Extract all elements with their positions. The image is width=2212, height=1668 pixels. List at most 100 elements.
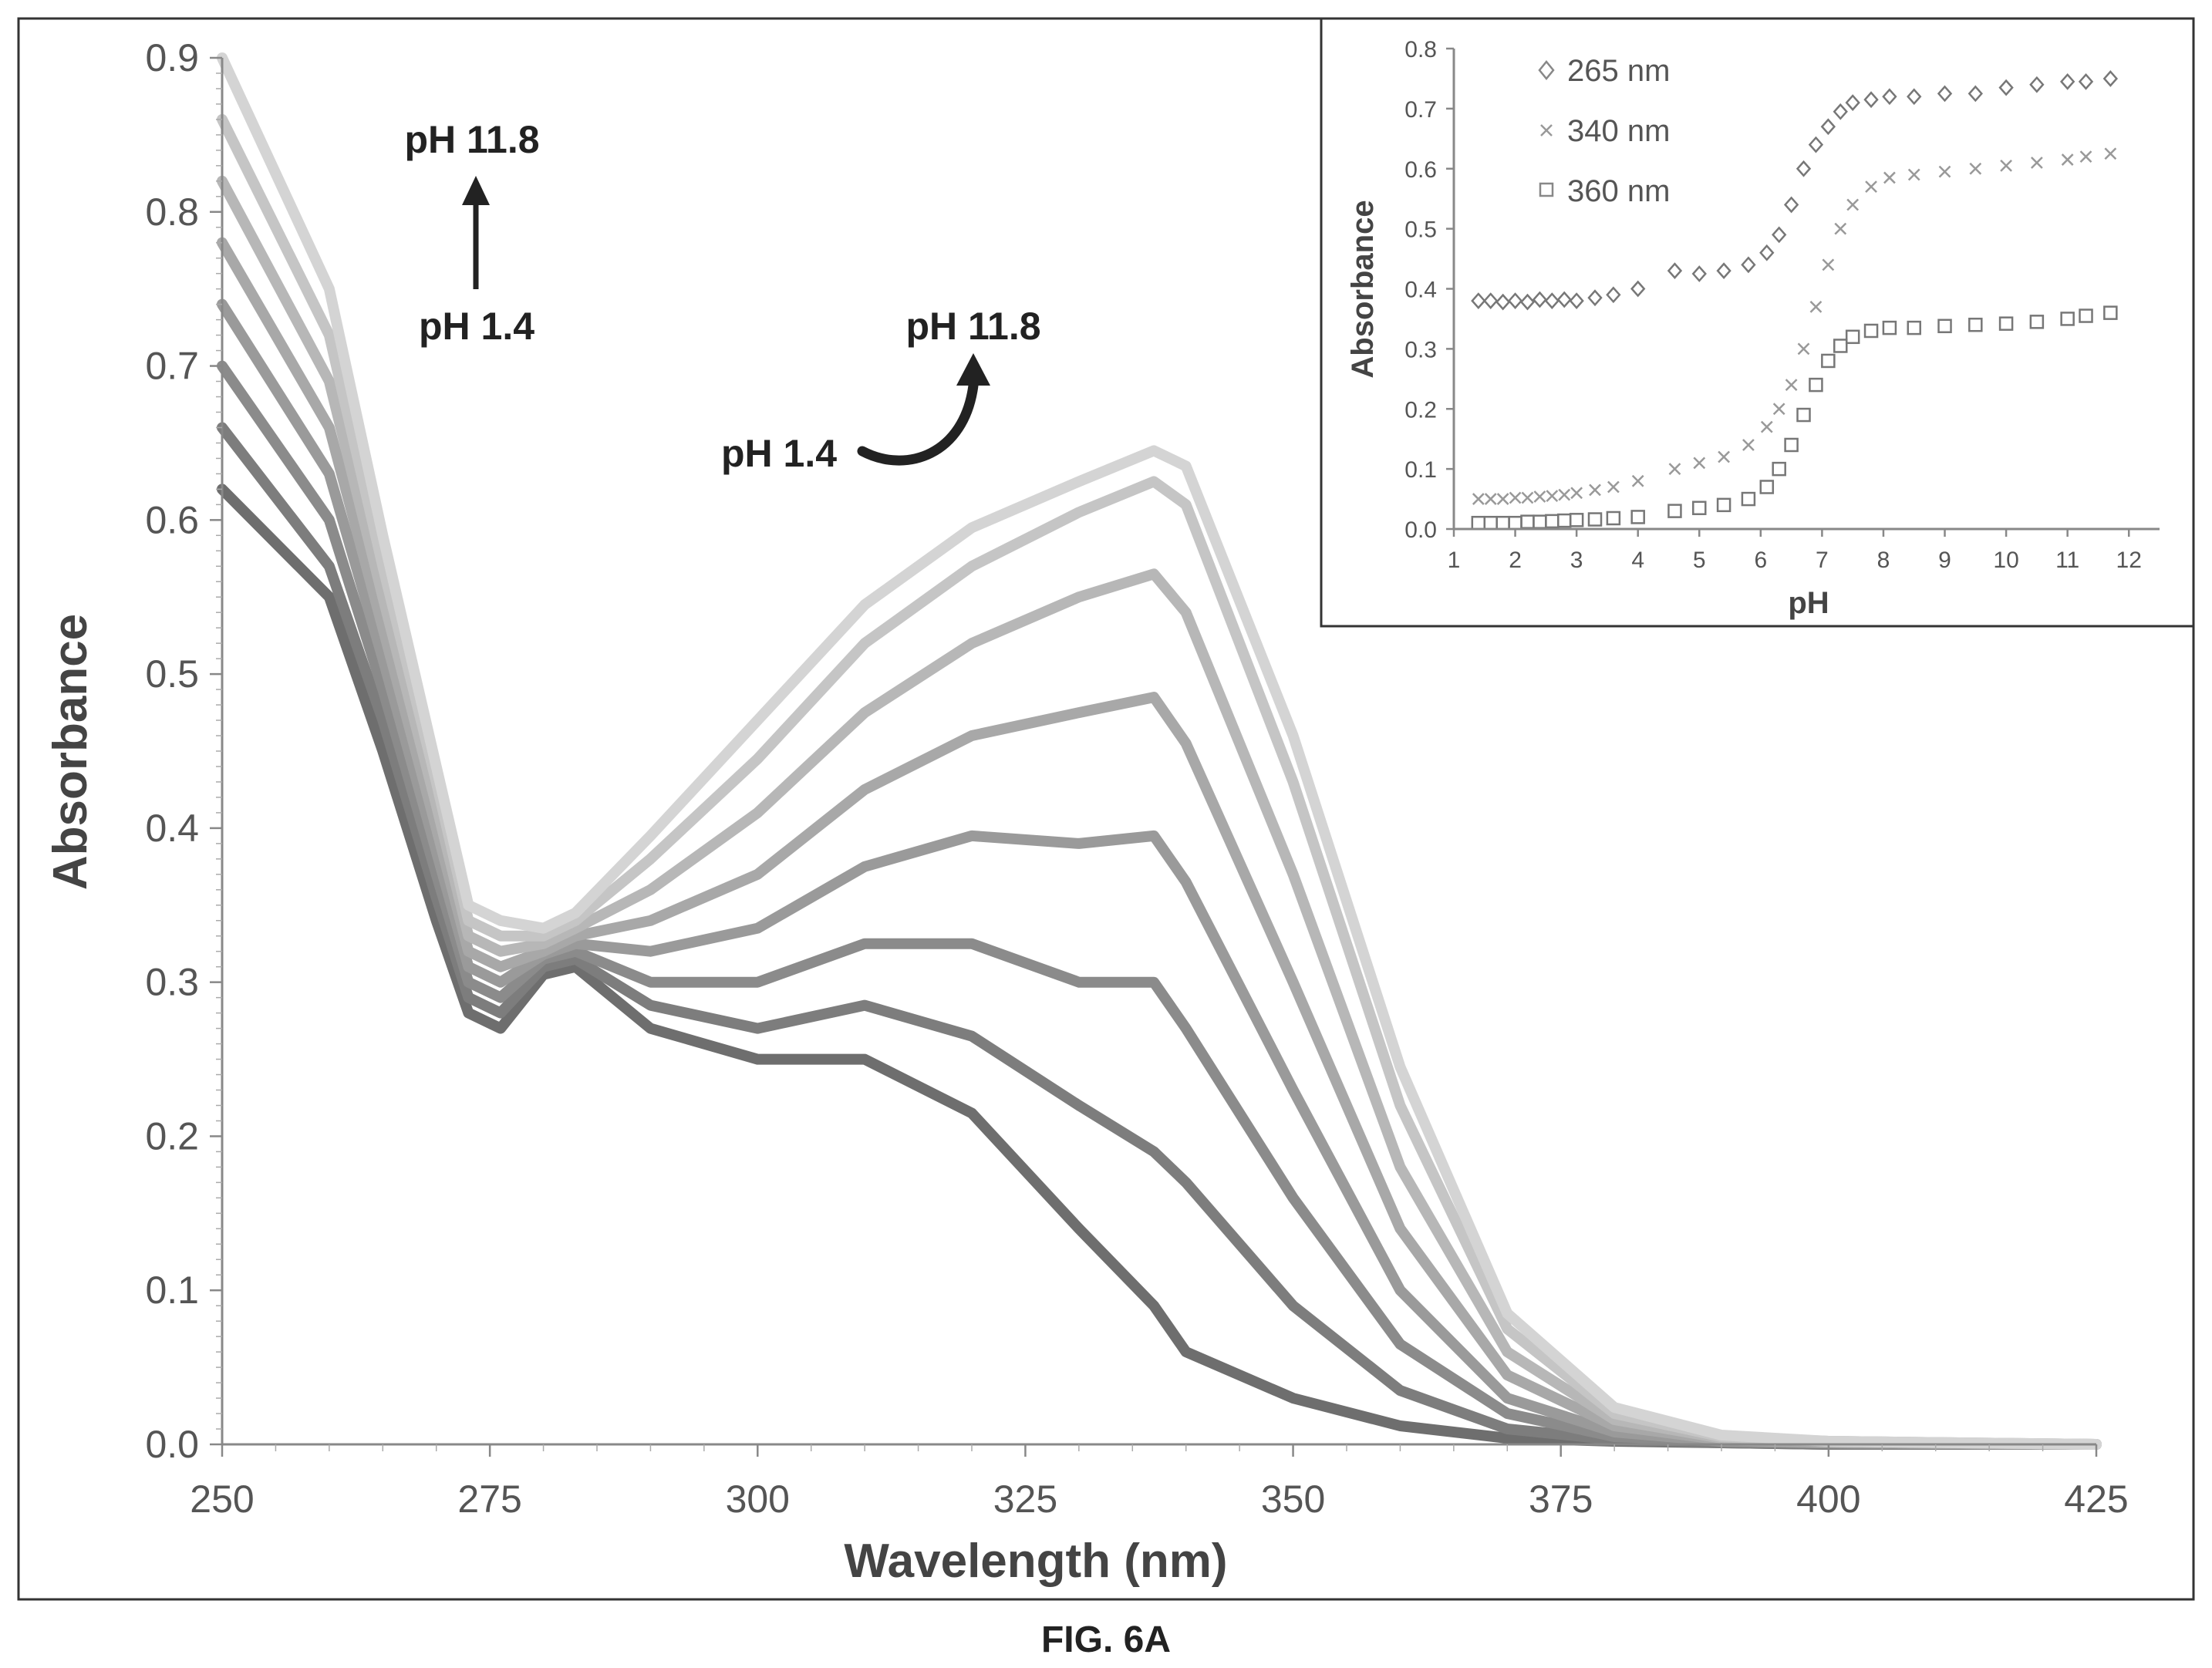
point-360 — [1716, 497, 1731, 513]
point-265 — [2078, 72, 2094, 90]
point-265 — [1783, 196, 1799, 214]
point-265 — [1471, 292, 1486, 309]
point-360 — [1741, 491, 1756, 507]
legend-label-265: 265 nm — [1567, 54, 1670, 88]
inset-x-tick-label: 1 — [1448, 548, 1461, 573]
inset-x-tick-label: 12 — [2116, 548, 2142, 573]
point-340 — [2104, 147, 2117, 160]
point-360 — [1569, 513, 1584, 527]
y-tick-label: 0.8 — [145, 190, 199, 234]
x-tick-label: 400 — [1796, 1478, 1860, 1521]
point-340 — [1846, 198, 1860, 211]
point-340 — [1693, 457, 1706, 470]
inset-x-axis-title: pH — [1788, 586, 1829, 620]
inset-x-tick-label: 8 — [1877, 548, 1890, 573]
y-tick-label: 0.4 — [145, 807, 199, 850]
point-360 — [1759, 480, 1775, 494]
main-curves — [217, 52, 2102, 1450]
point-360 — [1937, 318, 1952, 334]
point-340 — [1907, 168, 1920, 181]
legend-entry-340: 340 nm — [1540, 114, 1670, 148]
inset-chart: 1 2 3 4 5 6 7 8 9 10 11 120.00.10.20.30.40.50.60.70… — [1320, 17, 2195, 628]
point-360 — [2079, 308, 2093, 323]
legend-label-340: 340 nm — [1567, 114, 1670, 148]
point-360 — [2103, 305, 2118, 320]
x-tick-label: 300 — [726, 1478, 790, 1521]
inset-y-tick-label: 0.2 — [1404, 397, 1437, 423]
point-360 — [1833, 339, 1848, 353]
point-265 — [1532, 291, 1548, 308]
point-340 — [1772, 403, 1785, 416]
inset-x-tick-label: 3 — [1570, 548, 1583, 573]
point-265 — [1507, 292, 1523, 309]
point-265 — [1907, 88, 1922, 106]
point-265 — [1483, 292, 1499, 309]
point-340 — [1472, 493, 1485, 505]
main-x-axis-title: Wavelength (nm) — [844, 1535, 1227, 1588]
point-265 — [2059, 72, 2075, 90]
point-340 — [2061, 153, 2074, 166]
annotation-ph-low-left: pH 1.4 — [419, 305, 534, 348]
point-265 — [1808, 136, 1824, 153]
main-y-axis-title: Absorbance — [44, 614, 97, 890]
point-340 — [2079, 150, 2092, 163]
figure-frame — [17, 17, 2195, 1601]
y-tick-label: 0.6 — [145, 498, 199, 541]
inset-x-tick-label: 9 — [1938, 548, 1951, 573]
point-340 — [1718, 450, 1730, 463]
inset-y-tick-label: 0.5 — [1404, 217, 1437, 243]
point-265 — [2029, 76, 2045, 93]
x-tick-label: 425 — [2064, 1478, 2128, 1521]
point-360 — [1606, 511, 1621, 526]
inset-y-tick-label: 0.3 — [1404, 337, 1437, 362]
curved-arrow-icon — [857, 353, 990, 466]
point-340 — [1509, 491, 1522, 504]
point-265 — [2102, 70, 2119, 87]
point-265 — [1937, 85, 1953, 103]
point-340 — [1570, 487, 1583, 500]
point-265 — [1968, 85, 1983, 103]
cross-marker-icon — [1540, 124, 1553, 136]
point-340 — [1760, 420, 1773, 433]
point-265 — [1569, 292, 1584, 309]
point-340 — [2030, 157, 2043, 169]
point-340 — [1969, 162, 1982, 175]
point-265 — [1741, 256, 1756, 274]
point-360 — [1630, 510, 1645, 524]
inset-x-tick-label: 6 — [1754, 548, 1767, 573]
y-tick-label: 0.7 — [145, 345, 199, 388]
point-265 — [1519, 293, 1536, 311]
inset-frame — [1320, 17, 2195, 628]
spectrum-curve — [217, 422, 2102, 1450]
point-360 — [1863, 323, 1879, 339]
spectrum-curve — [217, 52, 2102, 1450]
x-tick-label: 250 — [190, 1478, 254, 1521]
point-265 — [1863, 91, 1879, 109]
point-265 — [1556, 291, 1572, 308]
inset-y-tick-label: 0.4 — [1404, 278, 1437, 303]
y-tick-label: 0.9 — [145, 36, 199, 79]
point-340 — [1865, 180, 1877, 193]
point-265 — [1587, 289, 1603, 307]
inset-points — [1471, 70, 2119, 531]
y-tick-label: 0.1 — [145, 1269, 199, 1312]
point-265 — [1716, 262, 1731, 280]
point-340 — [1809, 300, 1823, 313]
point-340 — [1631, 474, 1644, 487]
point-265 — [1820, 118, 1836, 136]
x-tick-label: 375 — [1529, 1478, 1593, 1521]
point-360 — [1882, 320, 1897, 335]
main-ticks: 250 275 300 325 350 375 400 4250.00.10.20.30.40… — [145, 36, 2128, 1521]
inset-y-tick-label: 0.1 — [1404, 457, 1437, 483]
inset-x-tick-label: 5 — [1693, 548, 1706, 573]
x-tick-label: 325 — [993, 1478, 1057, 1521]
point-340 — [1533, 490, 1546, 503]
point-360 — [1845, 329, 1860, 345]
point-265 — [1998, 79, 2014, 96]
point-360 — [1692, 500, 1707, 515]
point-340 — [1521, 491, 1534, 504]
x-tick-label: 350 — [1261, 1478, 1325, 1521]
point-265 — [1882, 88, 1897, 106]
point-265 — [1544, 292, 1560, 309]
point-360 — [1821, 353, 1836, 369]
